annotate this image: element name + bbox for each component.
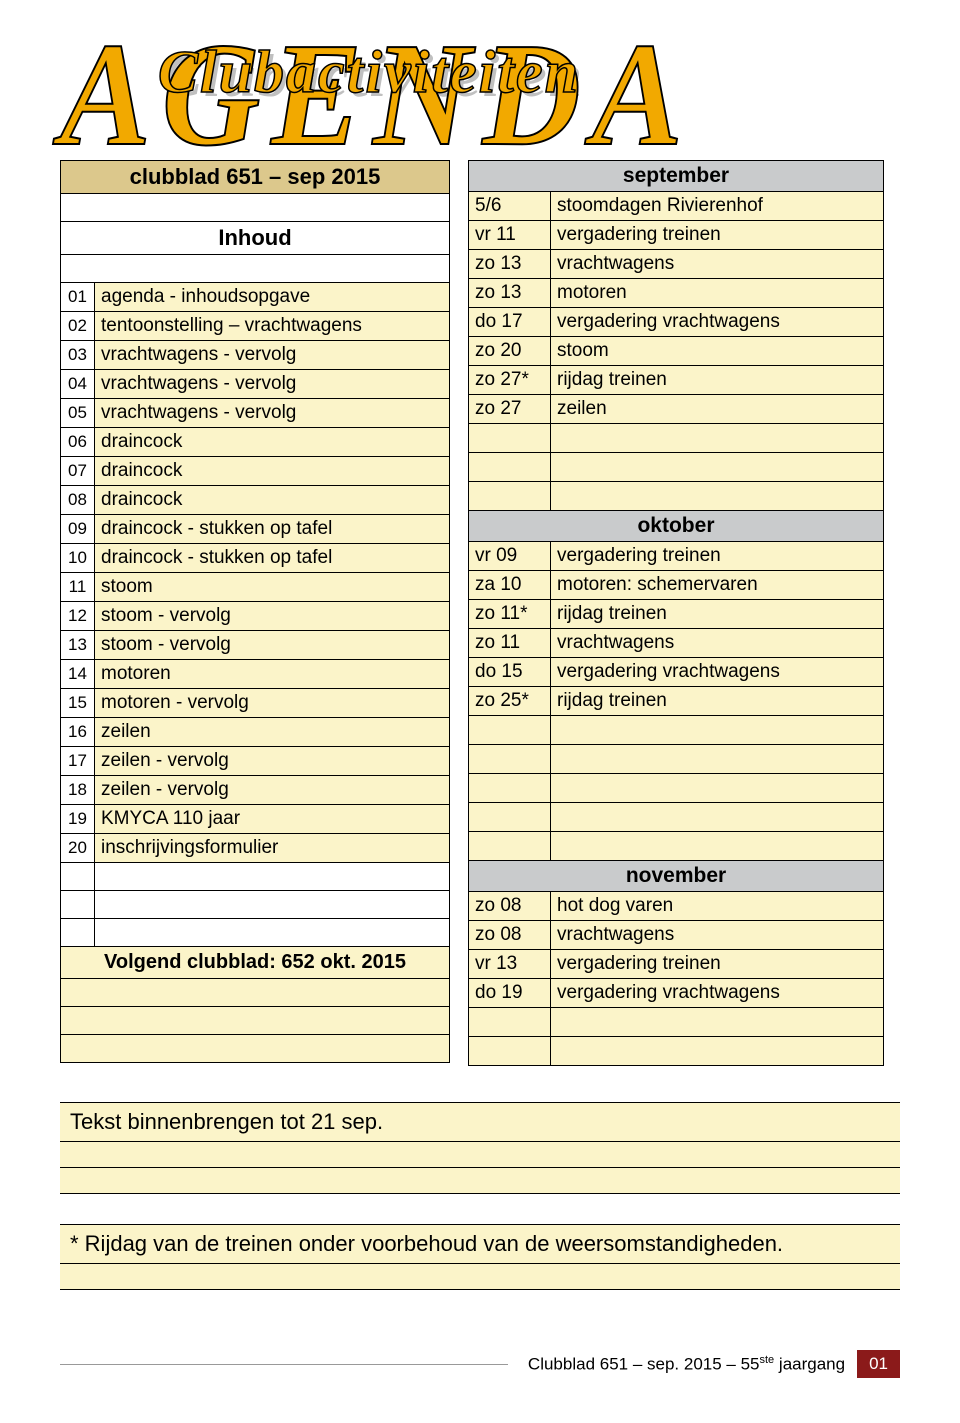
subtitle: Clubactiviteiten [158,38,580,107]
event-desc: motoren: schemervaren [551,571,884,600]
event-date: 5/6 [469,192,551,221]
event-desc: vrachtwagens [551,921,884,950]
row-title: vrachtwagens - vervolg [95,399,450,428]
row-number: 06 [61,428,95,457]
event-desc: hot dog varen [551,892,884,921]
row-number: 16 [61,718,95,747]
next-issue: Volgend clubblad: 652 okt. 2015 [61,947,450,979]
event-desc: vergadering vrachtwagens [551,308,884,337]
row-title: vrachtwagens - vervolg [95,370,450,399]
event-date: zo 11 [469,629,551,658]
row-title: motoren - vervolg [95,689,450,718]
footer-text: Clubblad 651 – sep. 2015 – 55ste jaargan… [528,1354,845,1375]
row-title: zeilen - vervolg [95,776,450,805]
row-title: draincock [95,486,450,515]
event-date: do 15 [469,658,551,687]
event-date: do 17 [469,308,551,337]
event-desc: rijdag treinen [551,366,884,395]
event-date: za 10 [469,571,551,600]
row-title: inschrijvingsformulier [95,834,450,863]
event-desc: zeilen [551,395,884,424]
header: AGENDA Clubactiviteiten [60,20,900,150]
row-title: motoren [95,660,450,689]
event-date: zo 27 [469,395,551,424]
event-desc: stoomdagen Rivierenhof [551,192,884,221]
event-desc: vrachtwagens [551,250,884,279]
event-date: zo 11* [469,600,551,629]
event-date: do 19 [469,979,551,1008]
event-desc: stoom [551,337,884,366]
event-date: vr 13 [469,950,551,979]
event-date: zo 25* [469,687,551,716]
event-desc: vergadering vrachtwagens [551,658,884,687]
event-desc: vergadering treinen [551,221,884,250]
page-number-badge: 01 [857,1350,900,1378]
row-number: 11 [61,573,95,602]
row-number: 03 [61,341,95,370]
row-title: draincock - stukken op tafel [95,515,450,544]
row-title: tentoonstelling – vrachtwagens [95,312,450,341]
row-number: 02 [61,312,95,341]
row-number: 12 [61,602,95,631]
row-number: 05 [61,399,95,428]
note-disclaimer: * Rijdag van de treinen onder voorbehoud… [60,1224,900,1290]
inhoud-heading: Inhoud [61,222,450,255]
row-title: zeilen [95,718,450,747]
event-date: vr 11 [469,221,551,250]
row-number: 19 [61,805,95,834]
row-number: 09 [61,515,95,544]
event-date: vr 09 [469,542,551,571]
footer: Clubblad 651 – sep. 2015 – 55ste jaargan… [60,1350,900,1378]
row-number: 10 [61,544,95,573]
row-number: 07 [61,457,95,486]
event-date: zo 13 [469,250,551,279]
row-number: 04 [61,370,95,399]
event-desc: vergadering treinen [551,542,884,571]
event-date: zo 08 [469,921,551,950]
event-date: zo 08 [469,892,551,921]
row-title: draincock [95,457,450,486]
row-title: agenda - inhoudsopgave [95,283,450,312]
row-title: stoom [95,573,450,602]
event-date: zo 20 [469,337,551,366]
event-date: zo 13 [469,279,551,308]
event-desc: motoren [551,279,884,308]
note-deadline: Tekst binnenbrengen tot 21 sep. [60,1102,900,1194]
row-title: draincock - stukken op tafel [95,544,450,573]
row-title: stoom - vervolg [95,631,450,660]
inhoud-table: clubblad 651 – sep 2015 Inhoud 01agenda … [60,160,450,1063]
row-number: 17 [61,747,95,776]
event-desc: vrachtwagens [551,629,884,658]
month-header: oktober [469,511,884,542]
row-number: 08 [61,486,95,515]
event-desc: rijdag treinen [551,600,884,629]
row-number: 14 [61,660,95,689]
note-deadline-text: Tekst binnenbrengen tot 21 sep. [60,1103,900,1142]
month-header: november [469,861,884,892]
calendar-table: september5/6stoomdagen Rivierenhofvr 11v… [468,160,884,1066]
event-desc: rijdag treinen [551,687,884,716]
row-title: draincock [95,428,450,457]
note-disclaimer-text: * Rijdag van de treinen onder voorbehoud… [60,1225,900,1264]
row-number: 20 [61,834,95,863]
row-number: 18 [61,776,95,805]
event-desc: vergadering treinen [551,950,884,979]
row-number: 13 [61,631,95,660]
row-title: stoom - vervolg [95,602,450,631]
row-title: vrachtwagens - vervolg [95,341,450,370]
event-desc: vergadering vrachtwagens [551,979,884,1008]
row-title: KMYCA 110 jaar [95,805,450,834]
row-number: 01 [61,283,95,312]
row-number: 15 [61,689,95,718]
row-title: zeilen - vervolg [95,747,450,776]
event-date: zo 27* [469,366,551,395]
